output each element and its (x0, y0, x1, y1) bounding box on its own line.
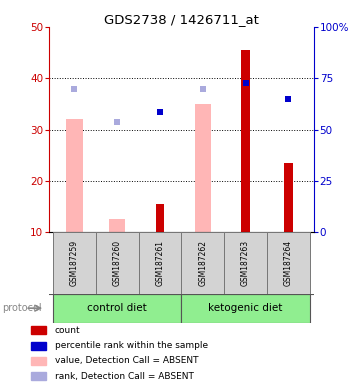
Text: value, Detection Call = ABSENT: value, Detection Call = ABSENT (55, 356, 198, 366)
Bar (31, 326, 46, 334)
Text: percentile rank within the sample: percentile rank within the sample (55, 341, 208, 350)
Bar (31, 372, 46, 380)
FancyBboxPatch shape (139, 232, 182, 294)
Text: GSM187260: GSM187260 (113, 240, 122, 286)
Text: count: count (55, 326, 80, 335)
Text: control diet: control diet (87, 303, 147, 313)
Text: GSM187263: GSM187263 (241, 240, 250, 286)
Title: GDS2738 / 1426711_at: GDS2738 / 1426711_at (104, 13, 259, 26)
Text: GSM187261: GSM187261 (156, 240, 165, 286)
Text: rank, Detection Call = ABSENT: rank, Detection Call = ABSENT (55, 372, 193, 381)
Bar (195, 104, 211, 232)
Bar (241, 50, 250, 232)
Text: GSM187259: GSM187259 (70, 240, 79, 286)
FancyBboxPatch shape (53, 232, 96, 294)
Text: GSM187264: GSM187264 (284, 240, 293, 286)
Text: ketogenic diet: ketogenic diet (208, 303, 283, 313)
Bar (31, 342, 46, 349)
FancyBboxPatch shape (182, 232, 224, 294)
Text: GSM187262: GSM187262 (198, 240, 207, 286)
Bar (109, 220, 125, 232)
FancyBboxPatch shape (267, 232, 310, 294)
FancyBboxPatch shape (53, 294, 182, 323)
Bar (156, 204, 164, 232)
FancyBboxPatch shape (224, 232, 267, 294)
Bar (31, 357, 46, 365)
FancyBboxPatch shape (182, 294, 310, 323)
Text: protocol: protocol (2, 303, 42, 313)
Bar (66, 119, 83, 232)
FancyBboxPatch shape (96, 232, 139, 294)
Bar (284, 163, 293, 232)
